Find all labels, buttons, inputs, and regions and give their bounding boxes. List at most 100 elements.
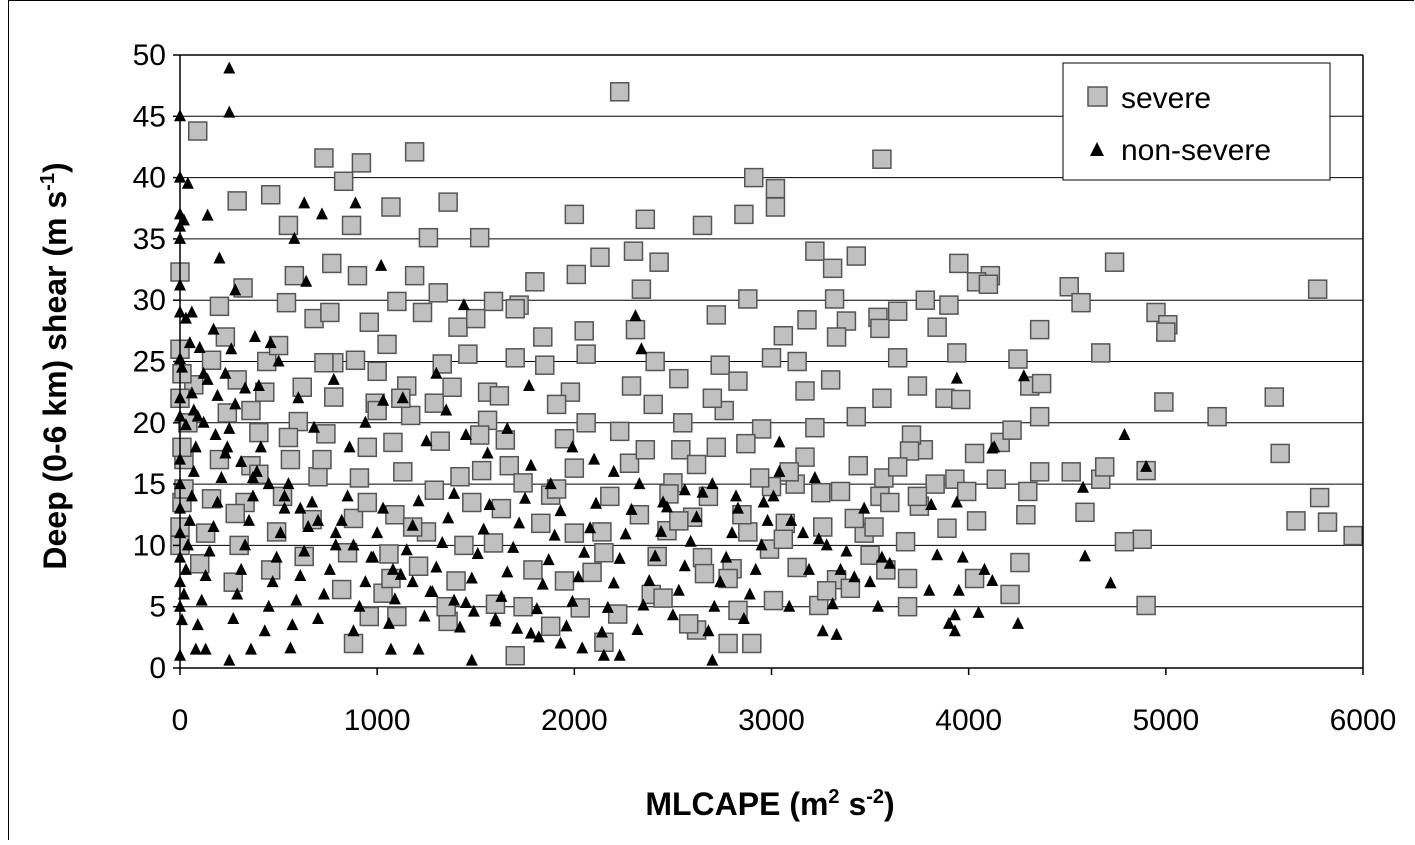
severe-point bbox=[1154, 392, 1174, 412]
severe-point bbox=[736, 433, 756, 454]
non-severe-point bbox=[950, 495, 963, 508]
non-severe-point bbox=[223, 421, 236, 434]
severe-point bbox=[531, 513, 551, 534]
non-severe-point bbox=[923, 583, 936, 596]
severe-point bbox=[442, 377, 462, 397]
severe-point bbox=[546, 394, 567, 415]
legend: severe non-severe bbox=[1062, 62, 1331, 181]
severe-point bbox=[763, 590, 784, 611]
severe-point bbox=[312, 449, 332, 470]
severe-point bbox=[227, 191, 247, 211]
non-severe-point bbox=[225, 342, 238, 355]
severe-point bbox=[787, 351, 807, 372]
y-axis-title-end: ) bbox=[37, 162, 73, 173]
non-severe-point bbox=[471, 546, 484, 559]
non-severe-point bbox=[702, 624, 715, 637]
severe-point bbox=[594, 543, 614, 563]
x-tick-label: 3000 bbox=[738, 704, 805, 737]
severe-point bbox=[314, 352, 334, 373]
severe-point bbox=[820, 370, 841, 390]
non-severe-point bbox=[189, 642, 202, 655]
severe-point bbox=[331, 579, 352, 600]
severe-point bbox=[466, 308, 486, 329]
non-severe-point bbox=[513, 516, 526, 529]
non-severe-point bbox=[359, 575, 372, 588]
non-severe-point bbox=[459, 428, 472, 441]
non-severe-point bbox=[258, 624, 271, 637]
severe-point bbox=[1270, 443, 1290, 464]
non-severe-point bbox=[649, 549, 662, 562]
non-severe-point bbox=[597, 648, 610, 661]
non-severe-point bbox=[424, 584, 437, 597]
non-severe-point bbox=[191, 409, 204, 422]
severe-point bbox=[765, 197, 786, 217]
non-severe-point bbox=[209, 428, 222, 441]
non-severe-point bbox=[430, 560, 443, 573]
y-tick-label: 20 bbox=[133, 407, 166, 440]
severe-point bbox=[280, 449, 301, 470]
severe-point bbox=[710, 355, 730, 375]
severe-point bbox=[1343, 525, 1363, 546]
non-severe-point bbox=[229, 283, 242, 296]
severe-point bbox=[907, 376, 928, 396]
non-severe-point bbox=[619, 527, 632, 540]
severe-point bbox=[341, 215, 362, 236]
non-severe-point bbox=[239, 381, 252, 394]
non-severe-point bbox=[371, 526, 384, 539]
non-severe-point bbox=[329, 526, 342, 539]
non-severe-point bbox=[274, 526, 287, 539]
non-severe-point bbox=[181, 538, 194, 551]
non-severe-point bbox=[292, 391, 305, 404]
non-severe-point bbox=[430, 366, 443, 379]
severe-point bbox=[1002, 420, 1022, 440]
non-severe-point bbox=[761, 513, 774, 526]
severe-point bbox=[864, 517, 884, 537]
severe-point bbox=[795, 381, 815, 401]
non-severe-point bbox=[864, 575, 877, 588]
chart-frame bbox=[8, 0, 1414, 840]
severe-point bbox=[448, 317, 468, 337]
non-severe-point bbox=[329, 538, 342, 551]
severe-point bbox=[925, 474, 945, 494]
non-severe-point bbox=[181, 176, 194, 189]
x-tick-label: 6000 bbox=[1330, 704, 1397, 737]
severe-point bbox=[343, 508, 364, 529]
severe-point bbox=[424, 393, 445, 413]
non-severe-point bbox=[802, 562, 815, 575]
severe-point bbox=[653, 588, 673, 608]
severe-point bbox=[540, 616, 561, 637]
severe-point bbox=[284, 265, 305, 286]
non-severe-point bbox=[179, 562, 192, 575]
non-severe-point bbox=[211, 495, 224, 508]
non-severe-point bbox=[613, 648, 626, 661]
severe-point bbox=[1029, 462, 1050, 482]
severe-point bbox=[844, 508, 865, 529]
severe-point bbox=[333, 171, 354, 192]
severe-point bbox=[860, 545, 880, 565]
non-severe-point bbox=[986, 573, 999, 586]
non-severe-point bbox=[302, 520, 315, 533]
non-severe-point bbox=[590, 496, 603, 509]
severe-point bbox=[554, 428, 575, 449]
severe-point bbox=[564, 458, 585, 478]
y-tick-labels: 0 5 10 15 20 25 30 35 40 45 50 bbox=[133, 39, 166, 685]
severe-point bbox=[489, 386, 510, 406]
severe-point bbox=[260, 560, 281, 580]
severe-point bbox=[1104, 252, 1125, 272]
non-severe-point bbox=[657, 495, 670, 508]
y-axis-title: Deep (0-6 km) shear (m s-1) bbox=[37, 162, 73, 569]
x-axis-title-end: ) bbox=[884, 786, 895, 822]
severe-point bbox=[564, 523, 585, 543]
severe-point bbox=[292, 377, 312, 397]
non-severe-point bbox=[386, 562, 399, 575]
severe-point bbox=[505, 299, 525, 319]
non-severe-point bbox=[195, 593, 208, 606]
severe-point bbox=[462, 492, 482, 513]
severe-point bbox=[260, 185, 281, 205]
non-severe-point bbox=[201, 372, 214, 385]
non-severe-point bbox=[442, 511, 455, 524]
severe-point bbox=[469, 425, 490, 445]
severe-point bbox=[227, 370, 247, 390]
severe-point bbox=[830, 481, 851, 502]
non-severe-point bbox=[820, 538, 833, 551]
